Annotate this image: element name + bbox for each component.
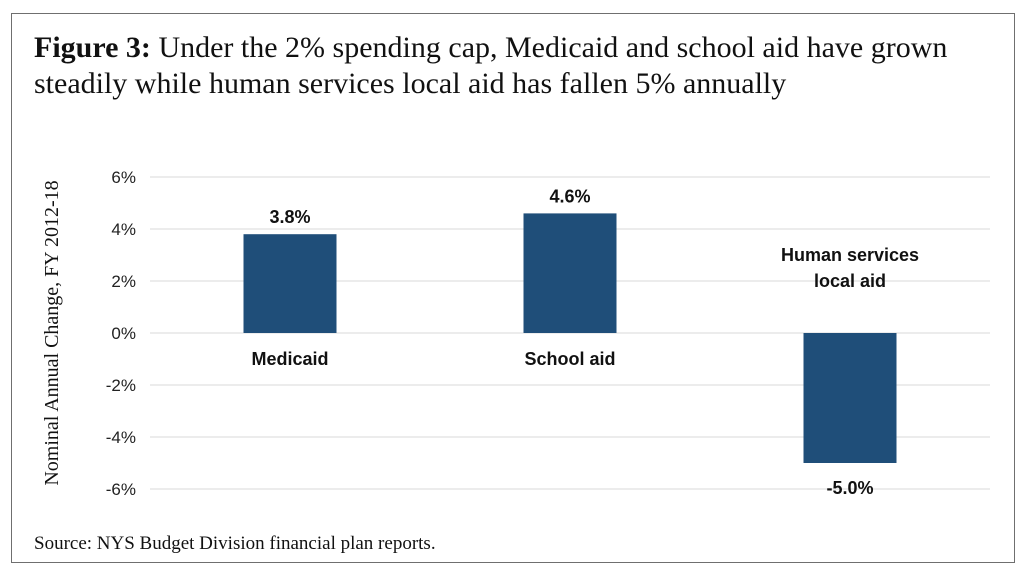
y-tick-label: 2% [111, 272, 136, 291]
data-label: 3.8% [269, 207, 310, 227]
y-tick-label: -2% [106, 376, 136, 395]
labels: 6% 4% 2% 0% -2% -4% -6% 3.8% Medicaid 4.6% School … [106, 168, 919, 499]
category-label: Medicaid [251, 349, 328, 369]
category-label: Human services local aid [781, 245, 919, 291]
y-axis-label: Nominal Annual Change, FY 2012-18 [41, 180, 63, 485]
y-tick-label: 4% [111, 220, 136, 239]
y-tick-label: 6% [111, 168, 136, 187]
source-note: Source: NYS Budget Division financial pl… [34, 533, 436, 554]
bar [243, 234, 337, 333]
figure-title: Figure 3: Under the 2% spending cap, Med… [34, 30, 1009, 102]
bar [523, 213, 617, 333]
y-tick-label: 0% [111, 324, 136, 343]
bar [803, 333, 897, 463]
y-tick-label: -6% [106, 480, 136, 499]
data-label: 4.6% [549, 186, 590, 206]
bars [243, 213, 897, 463]
figure-title-text: Under the 2% spending cap, Medicaid and … [34, 31, 948, 100]
y-tick-label: -4% [106, 428, 136, 447]
data-label: -5.0% [826, 478, 873, 498]
category-label: School aid [524, 349, 615, 369]
figure-frame [11, 13, 1015, 563]
figure-title-prefix: Figure 3: [34, 31, 151, 64]
